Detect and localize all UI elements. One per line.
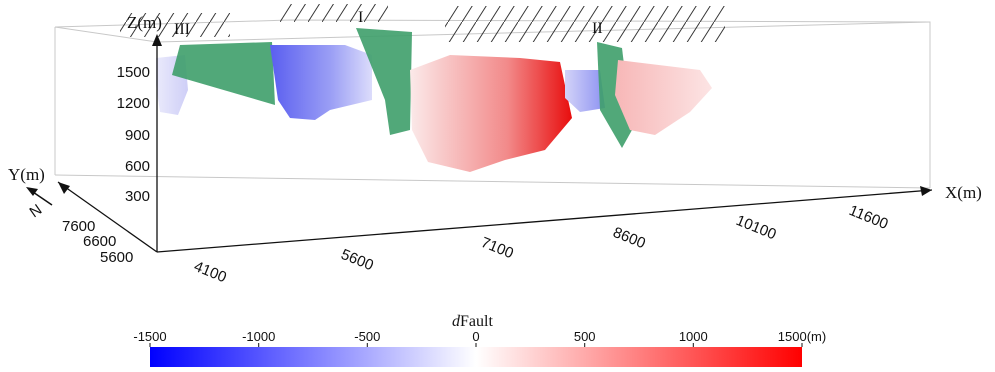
fault-labels: III I II xyxy=(174,9,603,38)
displacement-body-red xyxy=(410,55,572,172)
z-tick-label: 900 xyxy=(125,127,150,144)
colorbar-tick-label: 1000 xyxy=(679,329,708,344)
displacement-body-blue-small xyxy=(565,70,605,112)
fault-plane-i xyxy=(356,28,412,135)
x-tick-label: 5600 xyxy=(339,246,376,274)
colorbar-gradient xyxy=(150,347,802,367)
fault-surfaces xyxy=(156,28,712,172)
z-tick-label: 300 xyxy=(125,188,150,205)
north-arrow: N xyxy=(26,187,53,221)
colorbar-title: dFault xyxy=(452,313,493,330)
fault-plane-iii xyxy=(172,42,275,105)
x-tick-label: 11600 xyxy=(847,202,891,233)
z-tick-label: 600 xyxy=(125,158,150,175)
colorbar-tick-label: 1500(m) xyxy=(778,329,826,344)
x-tick-label: 7100 xyxy=(479,234,516,262)
x-tick-label: 10100 xyxy=(734,212,779,243)
ground-surface-hatch xyxy=(120,4,725,42)
z-tick-label: 1500 xyxy=(117,64,150,81)
y-tick-label: 6600 xyxy=(83,233,116,250)
displacement-body-red-right xyxy=(615,60,712,135)
y-axis-label: Y(m) xyxy=(8,165,45,184)
z-axis: Z(m) 1500 1200 900 600 300 xyxy=(117,13,162,252)
x-axis: X(m) 4100 5600 7100 8600 10100 11600 xyxy=(156,183,982,286)
x-tick-label: 8600 xyxy=(611,224,648,252)
north-label: N xyxy=(27,201,46,221)
fault-label-ii: II xyxy=(592,20,603,37)
z-axis-label: Z(m) xyxy=(127,13,162,32)
colorbar: dFault -1500 -1000 -500 0 500 1000 1500(… xyxy=(133,313,826,367)
y-tick-label: 5600 xyxy=(100,249,133,266)
colorbar-tick-label: -500 xyxy=(354,329,380,344)
colorbar-ticks xyxy=(149,343,803,347)
fault-label-iii: III xyxy=(174,21,190,38)
displacement-body-blue xyxy=(270,45,372,120)
z-tick-label: 1200 xyxy=(117,95,150,112)
y-tick-label: 7600 xyxy=(62,218,95,235)
colorbar-tick-label: 500 xyxy=(574,329,596,344)
colorbar-tick-label: -1500 xyxy=(133,329,166,344)
x-axis-label: X(m) xyxy=(945,183,982,202)
x-tick-label: 4100 xyxy=(192,258,229,286)
fault-label-i: I xyxy=(358,9,363,26)
colorbar-tick-label: -1000 xyxy=(242,329,275,344)
y-axis: Y(m) 7600 6600 5600 xyxy=(8,165,158,266)
colorbar-tick-label: 0 xyxy=(472,329,479,344)
